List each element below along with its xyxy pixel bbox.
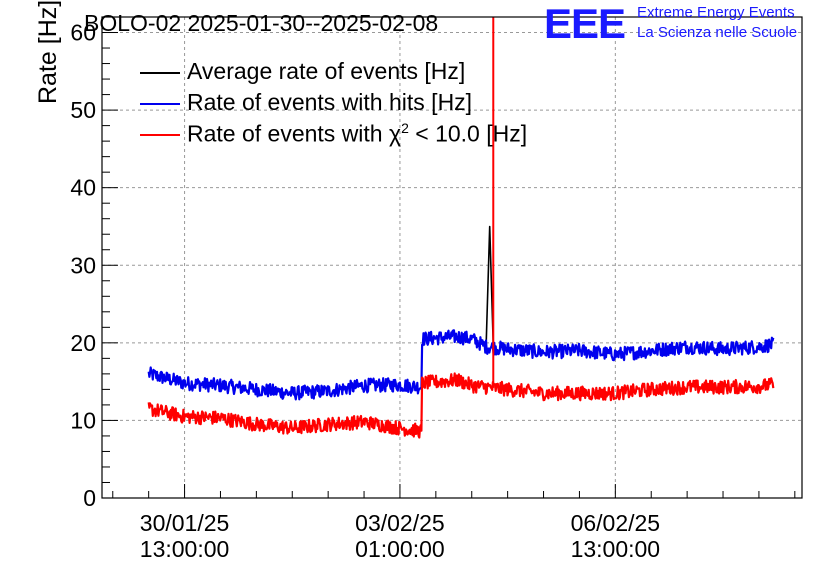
y-tick-label: 0 (83, 485, 96, 511)
legend-label-chi2: Rate of events with χ2 < 10.0 [Hz] (187, 120, 527, 148)
plot-frame (101, 16, 803, 499)
series-line-1 (147, 329, 775, 401)
legend-chi2-suffix: < 10.0 [Hz] (408, 120, 528, 147)
x-tick-label-time: 01:00:00 (355, 536, 445, 562)
legend-label-hits: Rate of events with hits [Hz] (187, 89, 473, 115)
series-line-0 (485, 225, 495, 347)
logo-caption: Extreme Energy Events La Scienza nelle S… (637, 3, 797, 43)
logo-line-1: Extreme Energy Events (637, 4, 795, 21)
x-tick-label-time: 13:00:00 (571, 536, 661, 562)
y-tick-label: 10 (70, 407, 96, 433)
x-tick-label-date: 03/02/25 (355, 510, 445, 536)
y-axis-label: Rate [Hz] (34, 0, 62, 104)
legend-swatch-chi2 (140, 134, 180, 136)
y-tick-label: 20 (70, 330, 96, 356)
y-tick-label: 60 (70, 20, 96, 46)
eee-logo: EEE (544, 0, 626, 47)
legend-swatch-hits (140, 103, 180, 105)
legend-chi2-prefix: Rate of events with χ (187, 120, 402, 147)
x-tick-label-time: 13:00:00 (140, 536, 230, 562)
y-tick-label: 50 (70, 97, 96, 123)
y-tick-label: 30 (70, 252, 96, 278)
chart-title: BOLO-02 2025-01-30--2025-02-08 (84, 10, 439, 36)
series-line-2 (147, 372, 775, 439)
x-tick-label-date: 06/02/25 (571, 510, 661, 536)
legend-chi2-sup: 2 (401, 120, 409, 136)
legend-label-average: Average rate of events [Hz] (187, 58, 466, 84)
y-tick-label: 40 (70, 175, 96, 201)
x-tick-label-date: 30/01/25 (140, 510, 230, 536)
legend-swatch-average (140, 72, 180, 74)
logo-line-2: La Scienza nelle Scuole (637, 24, 798, 41)
